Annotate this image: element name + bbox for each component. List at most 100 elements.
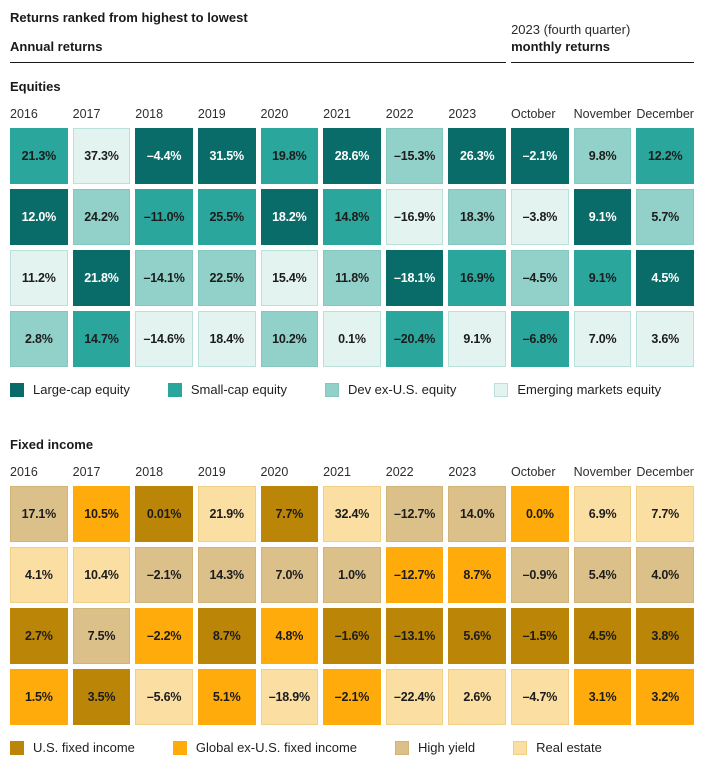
return-cell-hy: 7.0%: [260, 547, 319, 603]
return-cell-em: 7.0%: [573, 311, 632, 367]
return-cell-small: 14.7%: [72, 311, 131, 367]
return-cell-large: 12.0%: [10, 189, 68, 245]
column-header: 2019: [197, 465, 226, 479]
return-cell-em: 3.6%: [636, 311, 694, 367]
quarter-label: 2023 (fourth quarter): [511, 22, 631, 37]
return-cell-large: 4.5%: [636, 250, 694, 306]
legend-swatch-hy: [395, 740, 409, 755]
return-cell-global: 1.5%: [10, 669, 68, 725]
legend-item-us: U.S. fixed income: [10, 740, 135, 755]
legend-swatch-global: [172, 740, 187, 755]
return-cell-global: 8.7%: [448, 547, 507, 603]
fixed-income-returns-grid: 17.1% 10.5% 0.01% 21.9% 7.7% 32.4% –12.7% 14.0%…: [10, 486, 694, 725]
return-cell-us: 2.7%: [10, 608, 68, 664]
return-cell-global: 10.5%: [72, 486, 131, 542]
return-cell-em: 18.4%: [197, 311, 256, 367]
return-cell-small: –20.4%: [385, 311, 444, 367]
return-cell-dev: 5.7%: [636, 189, 694, 245]
return-cell-hy: –12.7%: [385, 486, 444, 542]
return-cell-global: –12.7%: [385, 547, 444, 603]
annual-returns-header: Returns ranked from highest to lowest An…: [10, 10, 507, 63]
legend-swatch-em: [494, 382, 509, 397]
return-cell-small: 25.5%: [197, 189, 256, 245]
return-cell-dev: 18.3%: [448, 189, 507, 245]
return-cell-hy: 17.1%: [10, 486, 68, 542]
return-cell-re: –22.4%: [385, 669, 444, 725]
return-cell-us: 5.6%: [448, 608, 507, 664]
return-cell-em: 0.1%: [323, 311, 381, 367]
return-cell-re: 6.9%: [573, 486, 632, 542]
return-cell-dev: –14.1%: [135, 250, 193, 306]
return-cell-re: 7.7%: [636, 486, 694, 542]
return-cell-re: –4.7%: [511, 669, 569, 725]
return-cell-large: 18.2%: [260, 189, 319, 245]
return-cell-us: 3.8%: [636, 608, 694, 664]
return-cell-em: –14.6%: [135, 311, 193, 367]
column-header: October: [511, 465, 556, 479]
return-cell-us: –1.6%: [323, 608, 381, 664]
return-cell-em: 37.3%: [72, 128, 131, 184]
return-cell-dev: –4.5%: [511, 250, 569, 306]
legend-label: High yield: [418, 740, 476, 755]
return-cell-dev: 2.8%: [10, 311, 68, 367]
return-cell-em: 11.2%: [10, 250, 68, 306]
return-cell-us: –13.1%: [385, 608, 444, 664]
column-header: November: [573, 465, 632, 479]
column-header: 2020: [260, 465, 289, 479]
return-cell-global: 5.1%: [197, 669, 256, 725]
legend-swatch-us: [10, 740, 24, 755]
return-cell-re: –18.9%: [260, 669, 319, 725]
return-cell-small: 19.8%: [260, 128, 319, 184]
column-header: December: [636, 107, 694, 121]
return-cell-large: 21.8%: [72, 250, 131, 306]
legend-swatch-small: [167, 382, 182, 397]
report-header: Returns ranked from highest to lowest An…: [10, 10, 694, 63]
return-cell-em: –3.8%: [511, 189, 569, 245]
column-header: 2017: [72, 465, 101, 479]
legend-item-global: Global ex-U.S. fixed income: [172, 740, 357, 755]
return-cell-small: 16.9%: [448, 250, 507, 306]
return-cell-hy: 4.0%: [636, 547, 694, 603]
legend-item-dev: Dev ex-U.S. equity: [324, 382, 457, 397]
return-cell-us: 0.01%: [135, 486, 193, 542]
legend-swatch-re: [513, 740, 528, 755]
legend-item-small: Small-cap equity: [167, 382, 287, 397]
return-cell-dev: 9.8%: [573, 128, 632, 184]
monthly-returns-label: monthly returns: [511, 39, 611, 54]
return-cell-hy: 7.5%: [72, 608, 131, 664]
return-cell-dev: 24.2%: [72, 189, 131, 245]
return-cell-us: 3.5%: [72, 669, 131, 725]
return-cell-small: 12.2%: [636, 128, 694, 184]
return-cell-hy: 1.0%: [323, 547, 381, 603]
column-header: November: [573, 107, 632, 121]
legend-item-em: Emerging markets equity: [494, 382, 661, 397]
return-cell-hy: –0.9%: [511, 547, 569, 603]
return-cell-large: 31.5%: [197, 128, 256, 184]
return-cell-re: 10.4%: [72, 547, 131, 603]
return-cell-large: –18.1%: [385, 250, 444, 306]
column-header: 2017: [72, 107, 101, 121]
return-cell-global: –2.2%: [135, 608, 193, 664]
return-cell-dev: 22.5%: [197, 250, 256, 306]
legend-label: Dev ex-U.S. equity: [347, 382, 457, 397]
return-cell-large: 26.3%: [448, 128, 507, 184]
fixed-income-section: Fixed income 2016 2017 2018 2019 2020 2021 202…: [10, 437, 694, 755]
return-cell-re: 2.6%: [448, 669, 507, 725]
return-cell-em: 9.1%: [448, 311, 507, 367]
return-cell-global: 3.1%: [573, 669, 632, 725]
column-header: 2022: [385, 465, 414, 479]
column-header: 2016: [10, 465, 38, 479]
return-cell-small: 21.3%: [10, 128, 68, 184]
return-cell-large: –4.4%: [135, 128, 193, 184]
page-title: Returns ranked from highest to lowest: [10, 10, 248, 25]
return-cell-small: –11.0%: [135, 189, 193, 245]
return-cell-re: –5.6%: [135, 669, 193, 725]
return-cell-large: 9.1%: [573, 189, 632, 245]
equities-legend: Large-cap equity Small-cap equity Dev ex-U…: [10, 382, 694, 397]
return-cell-small: –6.8%: [511, 311, 569, 367]
return-cell-global: –2.1%: [323, 669, 381, 725]
return-cell-re: 4.1%: [10, 547, 68, 603]
return-cell-re: 32.4%: [323, 486, 381, 542]
monthly-returns-header: 2023 (fourth quarter) monthly returns: [511, 10, 694, 63]
return-cell-large: 28.6%: [323, 128, 381, 184]
